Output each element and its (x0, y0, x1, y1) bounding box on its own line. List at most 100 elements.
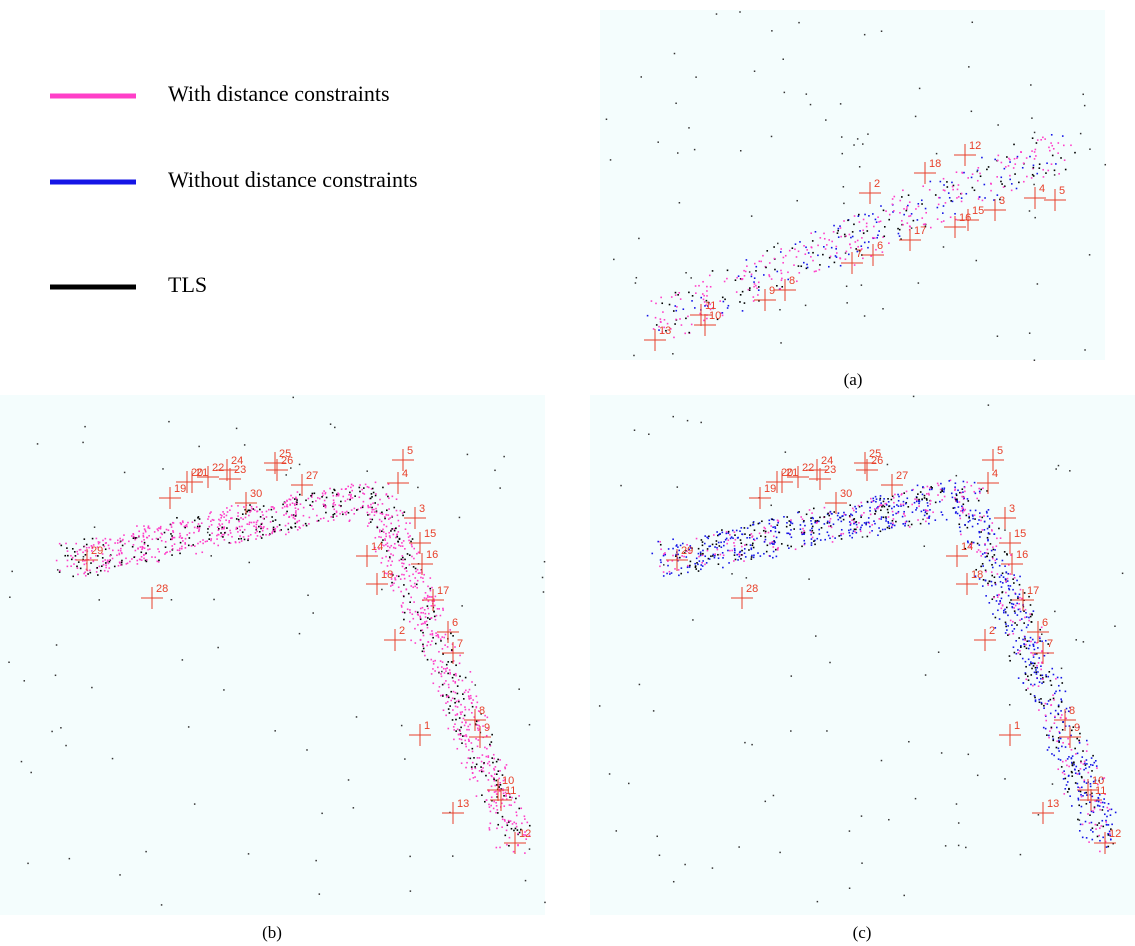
point (1069, 795, 1071, 797)
point (1049, 730, 1051, 732)
caption: (c) (853, 923, 872, 942)
point (714, 557, 716, 559)
point (432, 668, 434, 670)
point (904, 523, 906, 525)
point (513, 830, 515, 832)
point (812, 537, 814, 539)
point (777, 547, 779, 549)
point (413, 566, 415, 568)
point (770, 505, 772, 507)
point (1042, 137, 1044, 139)
point (456, 701, 458, 703)
point (436, 635, 438, 637)
point (959, 515, 961, 517)
point (884, 529, 886, 531)
point (899, 235, 901, 237)
point (928, 517, 930, 519)
point (471, 702, 473, 704)
point (316, 515, 318, 517)
point (1090, 764, 1092, 766)
point (508, 820, 510, 822)
point (495, 802, 497, 804)
point (774, 541, 776, 543)
point (1025, 609, 1027, 611)
point (751, 555, 753, 557)
point (898, 500, 900, 502)
point (972, 173, 974, 175)
point (488, 779, 490, 781)
point (270, 521, 272, 523)
point (716, 531, 718, 533)
point (493, 777, 495, 779)
point (845, 252, 847, 254)
point (995, 562, 997, 564)
point (857, 526, 859, 528)
point (254, 509, 256, 511)
point (785, 255, 787, 257)
point (991, 575, 993, 577)
point (149, 548, 151, 550)
point (213, 599, 215, 601)
point (423, 648, 425, 650)
point (729, 534, 731, 536)
point (236, 527, 238, 529)
point (781, 543, 783, 545)
point (998, 603, 1000, 605)
point (941, 511, 943, 513)
point (512, 823, 514, 825)
point (854, 529, 856, 531)
point (1059, 732, 1061, 734)
point (296, 499, 298, 501)
point (893, 502, 895, 504)
point (176, 517, 178, 519)
point (211, 524, 213, 526)
point (660, 559, 662, 561)
point (1062, 742, 1064, 744)
point (1089, 254, 1091, 256)
point (1051, 753, 1053, 755)
point (722, 532, 724, 534)
point (387, 545, 389, 547)
point (1080, 768, 1082, 770)
point (287, 529, 289, 531)
point (1055, 468, 1057, 470)
point (368, 522, 370, 524)
point (703, 320, 705, 322)
point (136, 560, 138, 562)
point (727, 539, 729, 541)
point (1062, 761, 1064, 763)
point (938, 204, 940, 206)
point (1010, 554, 1012, 556)
point (459, 717, 461, 719)
marker-label: 3 (419, 503, 425, 515)
point (1019, 650, 1021, 652)
point (1009, 704, 1011, 706)
marker-label: 3 (999, 195, 1005, 207)
point (444, 683, 446, 685)
point (433, 600, 435, 602)
point (997, 335, 999, 337)
point (925, 521, 927, 523)
point (387, 496, 389, 498)
point (727, 550, 729, 552)
point (420, 617, 422, 619)
point (451, 649, 453, 651)
point (504, 819, 506, 821)
point (694, 149, 696, 151)
point (979, 544, 981, 546)
point (765, 532, 767, 534)
point (786, 522, 788, 524)
point (782, 262, 784, 264)
point (781, 286, 783, 288)
point (242, 518, 244, 520)
point (964, 524, 966, 526)
point (772, 557, 774, 559)
point (762, 255, 764, 257)
point (458, 679, 460, 681)
point (773, 246, 775, 248)
point (1071, 775, 1073, 777)
point (1029, 210, 1031, 212)
point (334, 427, 336, 429)
point (1090, 829, 1092, 831)
point (979, 491, 981, 493)
